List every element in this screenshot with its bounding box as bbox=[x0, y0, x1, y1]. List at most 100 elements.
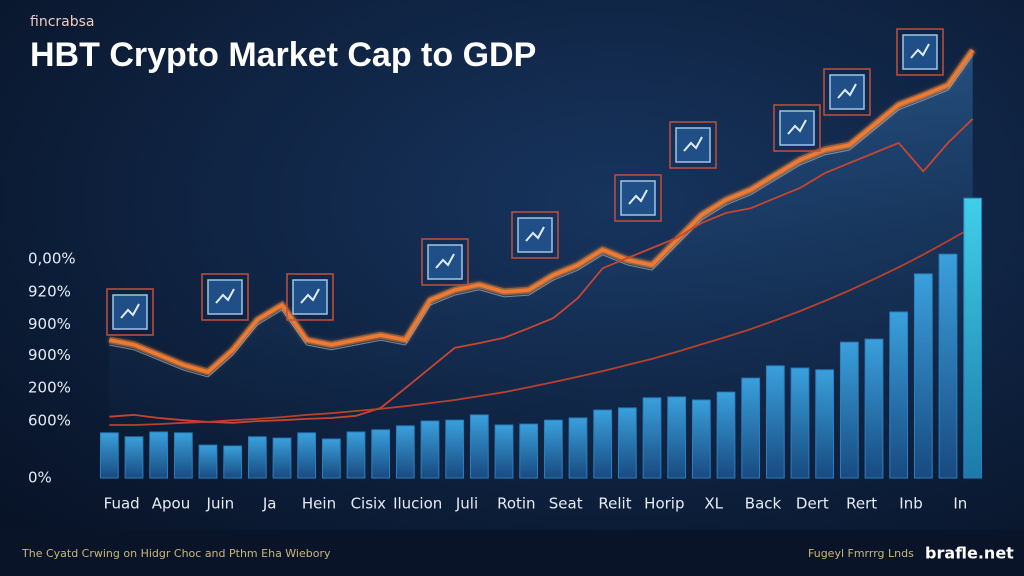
line bbox=[109, 226, 974, 426]
x-tick-label: Rotin bbox=[497, 495, 535, 513]
bar bbox=[741, 377, 761, 479]
x-tick-label: Horip bbox=[644, 495, 684, 513]
icon-badge bbox=[106, 288, 154, 336]
logo: brafle.net bbox=[925, 544, 1014, 563]
y-tick-label: 900% bbox=[28, 315, 71, 333]
bar bbox=[667, 396, 687, 479]
bar bbox=[149, 431, 169, 479]
icon-badge bbox=[823, 68, 871, 116]
icon-badge bbox=[896, 28, 944, 76]
bar bbox=[99, 432, 119, 479]
icon-badge bbox=[201, 273, 249, 321]
bar bbox=[642, 397, 662, 479]
icon-frame bbox=[421, 238, 469, 286]
x-tick-label: In bbox=[953, 495, 967, 513]
icon-badge bbox=[511, 211, 559, 259]
y-tick-label: 0% bbox=[28, 469, 52, 487]
x-tick-label: Seat bbox=[549, 495, 583, 513]
bar bbox=[173, 432, 193, 479]
bar bbox=[445, 419, 465, 479]
icon-glyph bbox=[435, 253, 455, 269]
bar bbox=[371, 429, 391, 479]
icon-frame bbox=[896, 28, 944, 76]
y-tick-label: 200% bbox=[28, 379, 71, 397]
bar bbox=[272, 437, 292, 479]
x-tick-label: Hein bbox=[302, 495, 336, 513]
bar bbox=[913, 273, 933, 479]
bar bbox=[346, 431, 366, 479]
x-tick-label: Juli bbox=[455, 495, 478, 513]
icon-glyph bbox=[120, 303, 140, 319]
line bbox=[109, 118, 974, 424]
icon-badge bbox=[421, 238, 469, 286]
area-line bbox=[108, 49, 975, 374]
x-tick-label: Juin bbox=[206, 495, 235, 513]
icon-glyph bbox=[525, 226, 545, 242]
bar bbox=[223, 445, 243, 479]
bar bbox=[395, 425, 415, 479]
x-tick-label: Dert bbox=[796, 495, 829, 513]
icon-frame bbox=[286, 273, 334, 321]
icon-glyph bbox=[910, 43, 930, 59]
bar bbox=[543, 419, 563, 479]
bar bbox=[124, 436, 144, 479]
y-tick-label: 600% bbox=[28, 412, 71, 430]
bar bbox=[420, 420, 440, 479]
x-tick-label: Relit bbox=[598, 495, 631, 513]
x-tick-label: Fuad bbox=[104, 495, 140, 513]
y-tick-label: 0,00% bbox=[28, 250, 76, 268]
source: Fugeyl Fmrrrg Lnds bbox=[808, 547, 914, 560]
bar bbox=[938, 253, 958, 479]
icon-glyph bbox=[300, 288, 320, 304]
bar bbox=[297, 432, 317, 479]
caption: The Cyatd Crwing on Hidgr Choc and Pthm … bbox=[21, 547, 331, 560]
icon-frame bbox=[106, 288, 154, 336]
bar bbox=[815, 369, 835, 479]
bar bbox=[247, 436, 267, 479]
icon-frame bbox=[511, 211, 559, 259]
icon-frame bbox=[669, 121, 717, 169]
icon-glyph bbox=[683, 136, 703, 152]
icon-frame bbox=[773, 104, 821, 152]
bar bbox=[519, 423, 539, 479]
icon-glyph bbox=[837, 83, 857, 99]
bar bbox=[864, 338, 884, 479]
bar bbox=[321, 438, 341, 479]
kicker: fincrabsa bbox=[30, 14, 94, 30]
area-edge bbox=[109, 54, 974, 378]
bar bbox=[469, 414, 489, 479]
icon-badge bbox=[286, 273, 334, 321]
icon-badge bbox=[614, 174, 662, 222]
icon-glyph bbox=[215, 288, 235, 304]
icon-glyph bbox=[628, 189, 648, 205]
chart-title: HBT Crypto Market Cap to GDP bbox=[30, 36, 536, 74]
icon-badge bbox=[773, 104, 821, 152]
footer-band bbox=[0, 530, 1024, 576]
plot-area: 0% 600% 200% 900% 900% 920% 0,00% Fuad Apou Juin J… bbox=[28, 28, 983, 513]
bar bbox=[617, 407, 637, 479]
bar bbox=[568, 417, 588, 479]
icon-frame bbox=[823, 68, 871, 116]
bar bbox=[691, 399, 711, 479]
x-tick-label: Back bbox=[745, 495, 782, 513]
icon-frame bbox=[201, 273, 249, 321]
x-tick-label: Cisix bbox=[351, 495, 387, 513]
x-tick-label: XL bbox=[704, 495, 723, 513]
x-tick-label: Ja bbox=[262, 495, 277, 513]
icon-glyph bbox=[787, 119, 807, 135]
x-tick-label: Rert bbox=[846, 495, 877, 513]
icon-badge bbox=[669, 121, 717, 169]
bar bbox=[494, 424, 514, 479]
icon-frame bbox=[614, 174, 662, 222]
bar bbox=[963, 197, 983, 479]
bar bbox=[765, 365, 785, 479]
y-tick-label: 900% bbox=[28, 346, 71, 364]
x-tick-label: Ilucion bbox=[393, 495, 442, 513]
bar bbox=[889, 311, 909, 479]
bar bbox=[593, 409, 613, 479]
area-fill bbox=[109, 50, 973, 478]
bar bbox=[839, 341, 859, 479]
bar bbox=[198, 444, 218, 479]
bar bbox=[790, 367, 810, 479]
